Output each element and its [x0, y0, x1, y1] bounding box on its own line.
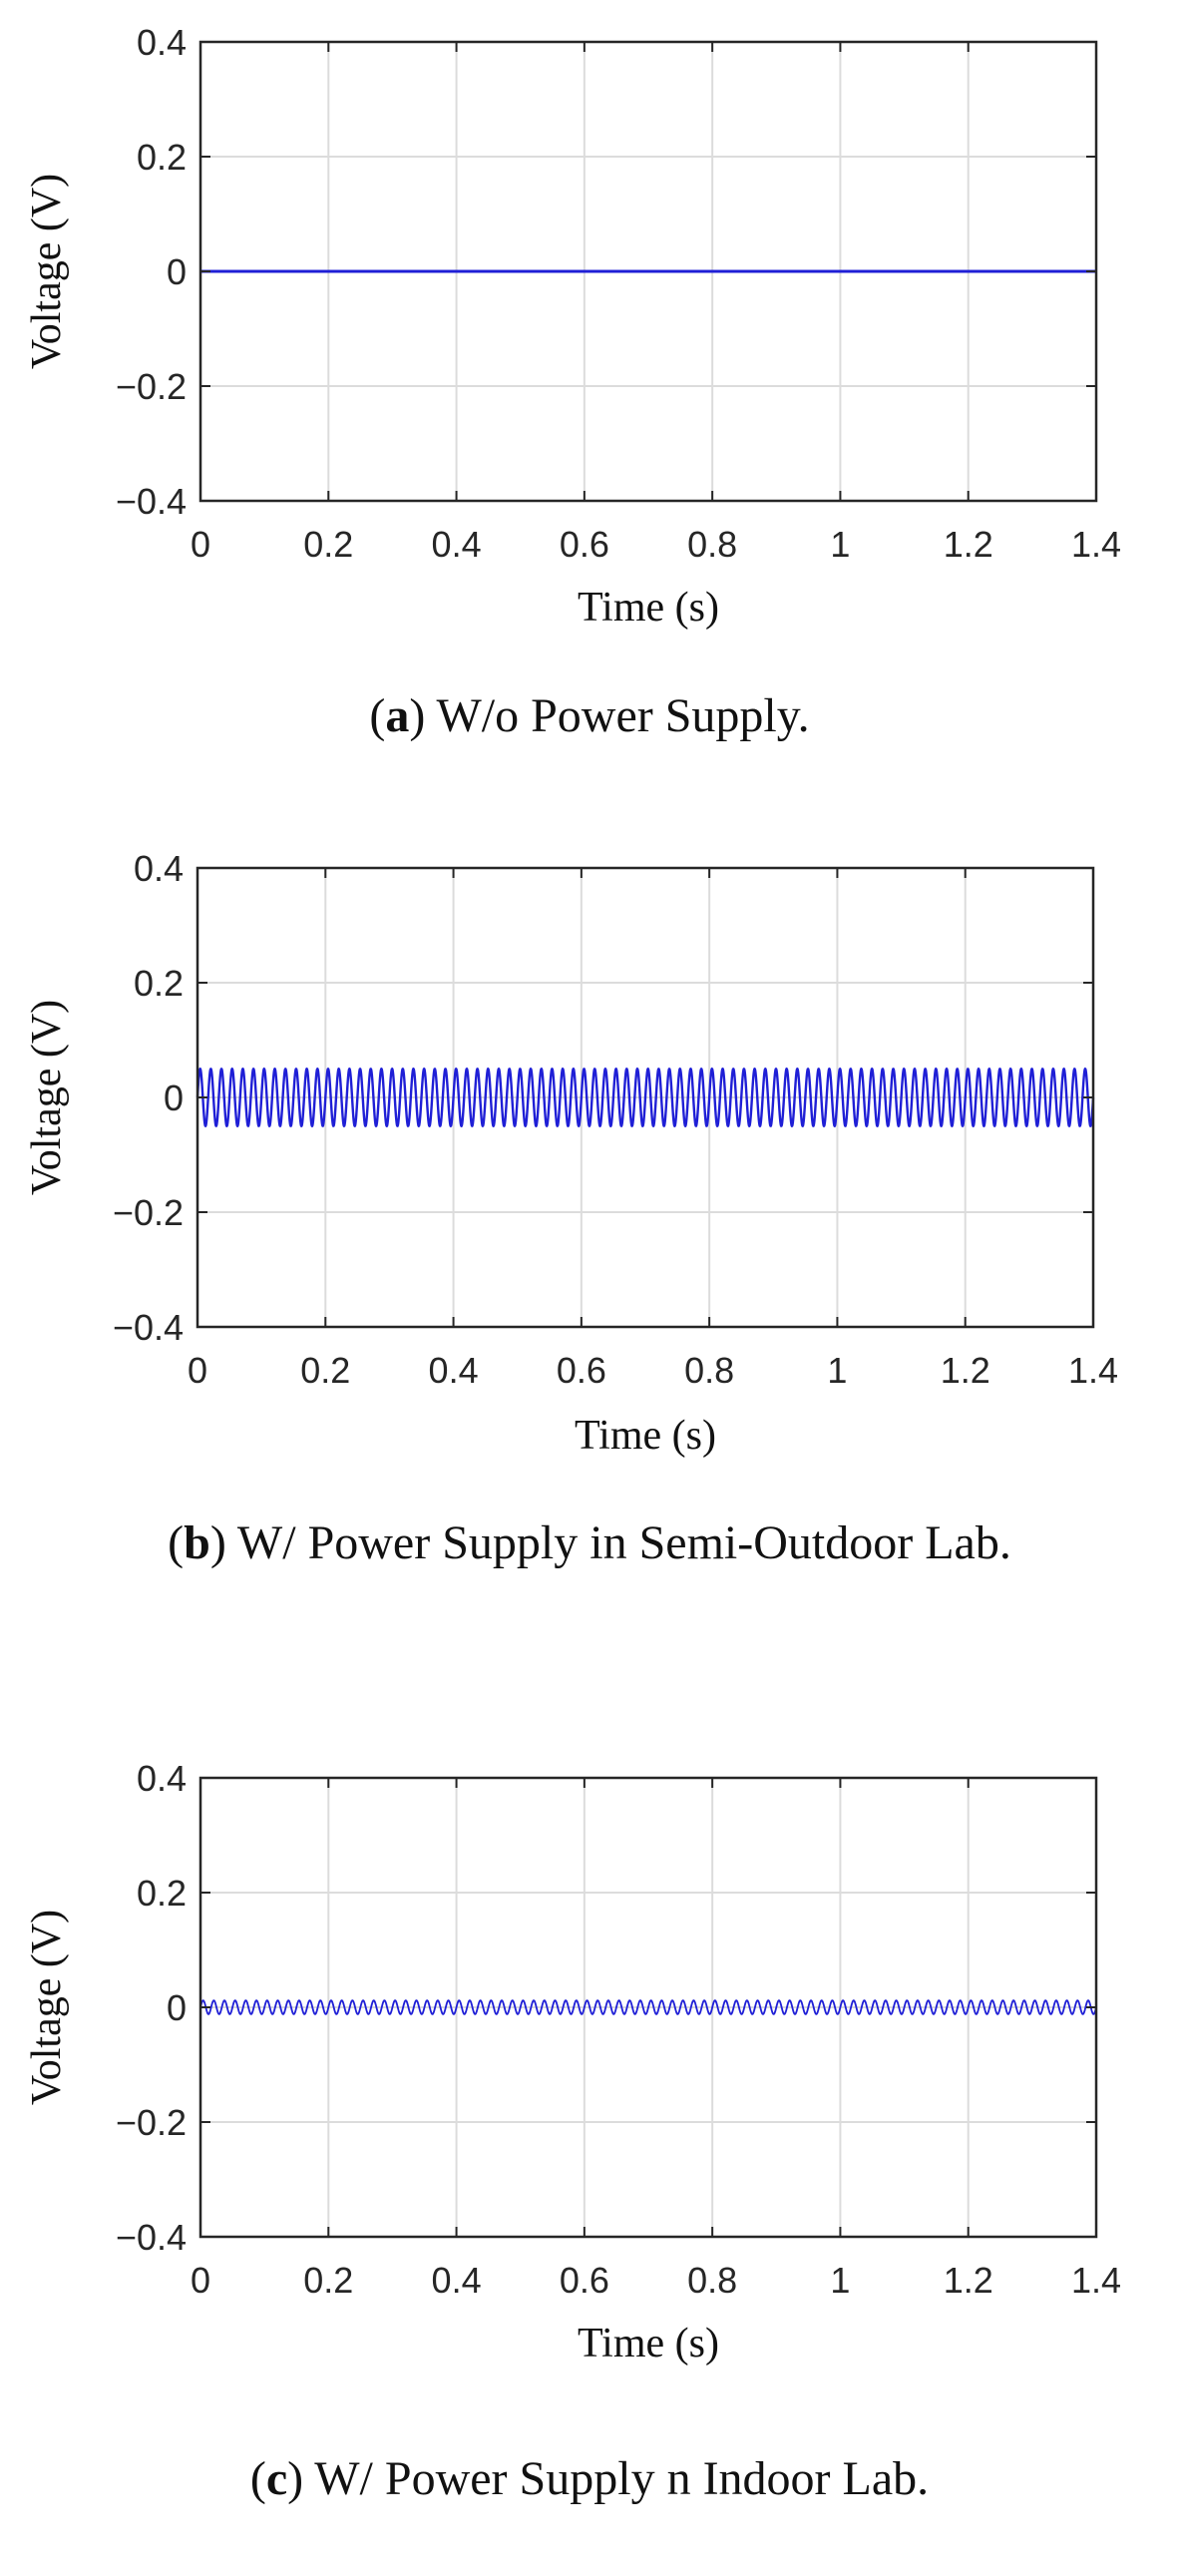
- x-tick-label: 1.4: [1071, 524, 1121, 565]
- y-axis-label: Voltage (V): [24, 1910, 70, 2105]
- x-tick-label: 1.2: [944, 524, 993, 565]
- x-tick-label: 0.4: [429, 1350, 479, 1391]
- y-tick-label: 0.2: [137, 137, 187, 178]
- caption-letter: c: [266, 2452, 287, 2505]
- y-axis-label: Voltage (V): [24, 174, 70, 369]
- caption-letter: a: [385, 689, 409, 742]
- panel-caption: (b) W/ Power Supply in Semi-Outdoor Lab.: [168, 1516, 1011, 1569]
- x-tick-label: 0.8: [687, 2260, 737, 2301]
- chart-panel-a: 0 0.2 0.4 0.6 0.8 1 1.2 1.4 0.4 0.2 0 −0.2 −0.4 Time …: [24, 22, 1121, 742]
- caption-text: ) W/ Power Supply in Semi-Outdoor Lab.: [210, 1516, 1011, 1569]
- x-tick-label: 0: [191, 2260, 210, 2301]
- caption-prefix: (: [250, 2452, 266, 2505]
- y-tick-label: 0: [167, 1987, 187, 2028]
- x-tick-label: 0.8: [684, 1350, 734, 1391]
- x-tick-label: 0.4: [432, 524, 482, 565]
- x-tick-label: 0: [188, 1350, 207, 1391]
- x-tick-label: 1.2: [944, 2260, 993, 2301]
- x-tick-label: 1: [830, 2260, 850, 2301]
- x-tick-label: 0.2: [303, 524, 353, 565]
- x-tick-label: 0: [191, 524, 210, 565]
- y-tick-label: 0.4: [137, 1758, 187, 1799]
- y-tick-label: 0.2: [134, 963, 184, 1004]
- x-tick-label: 0.4: [432, 2260, 482, 2301]
- x-axis-label: Time (s): [578, 585, 719, 631]
- y-tick-label: 0: [164, 1077, 184, 1118]
- y-tick-label: 0.2: [137, 1873, 187, 1914]
- caption-letter: b: [184, 1516, 210, 1569]
- series-line: [199, 1999, 1097, 2015]
- x-axis-label: Time (s): [575, 1413, 716, 1459]
- y-tick-label: −0.4: [116, 2217, 187, 2258]
- caption-text: ) W/ Power Supply n Indoor Lab.: [287, 2452, 929, 2505]
- panel-caption: (c) W/ Power Supply n Indoor Lab.: [250, 2452, 929, 2505]
- y-tick-label: 0.4: [134, 848, 184, 889]
- x-tick-label: 1.4: [1071, 2260, 1121, 2301]
- chart-panel-b: 0 0.2 0.4 0.6 0.8 1 1.2 1.4 0.4 0.2 0 −0.2 −0.4 Time …: [24, 848, 1118, 1569]
- y-axis-label: Voltage (V): [24, 1000, 70, 1195]
- x-axis-label: Time (s): [578, 2321, 719, 2366]
- x-tick-label: 0.6: [557, 1350, 606, 1391]
- x-tick-label: 1.4: [1068, 1350, 1118, 1391]
- x-tick-label: 0.6: [560, 524, 609, 565]
- y-tick-label: −0.4: [113, 1307, 184, 1348]
- y-tick-label: 0: [167, 251, 187, 292]
- caption-prefix: (: [168, 1516, 184, 1569]
- x-tick-label: 0.2: [300, 1350, 350, 1391]
- panel-caption: (a) W/o Power Supply.: [369, 689, 809, 742]
- x-tick-label: 1: [830, 524, 850, 565]
- caption-text: ) W/o Power Supply.: [409, 689, 809, 742]
- caption-prefix: (: [369, 689, 385, 742]
- x-tick-label: 1: [827, 1350, 847, 1391]
- x-tick-label: 1.2: [941, 1350, 990, 1391]
- x-tick-label: 0.6: [560, 2260, 609, 2301]
- y-tick-label: −0.4: [116, 481, 187, 522]
- y-tick-label: −0.2: [116, 366, 187, 407]
- y-tick-label: 0.4: [137, 22, 187, 63]
- x-tick-label: 0.2: [303, 2260, 353, 2301]
- series-line: [196, 1068, 1095, 1127]
- chart-panel-c: 0 0.2 0.4 0.6 0.8 1 1.2 1.4 0.4 0.2 0 −0.2 −0.4 Time …: [24, 1758, 1121, 2505]
- y-tick-label: −0.2: [116, 2102, 187, 2143]
- x-tick-label: 0.8: [687, 524, 737, 565]
- y-tick-label: −0.2: [113, 1192, 184, 1233]
